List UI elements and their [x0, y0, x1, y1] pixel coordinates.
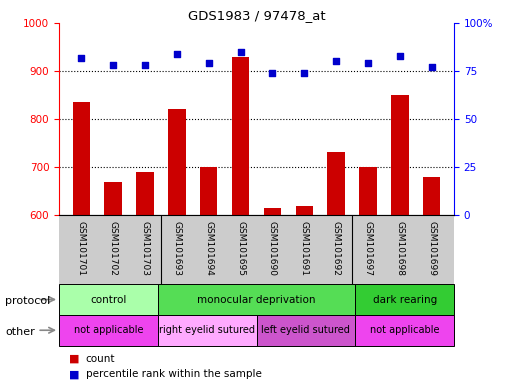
- Bar: [104, 182, 122, 215]
- Text: GSM101699: GSM101699: [427, 220, 436, 276]
- Bar: [264, 208, 281, 215]
- Point: [300, 70, 308, 76]
- Text: GSM101701: GSM101701: [77, 220, 86, 276]
- Bar: [295, 207, 313, 215]
- Text: GSM101702: GSM101702: [109, 220, 117, 275]
- Text: control: control: [90, 295, 127, 305]
- Point: [268, 70, 277, 76]
- Bar: [355, 284, 454, 315]
- Text: protocol: protocol: [5, 296, 50, 306]
- Bar: [423, 177, 441, 215]
- Point: [428, 64, 436, 70]
- Bar: [391, 95, 409, 215]
- Text: dark rearing: dark rearing: [372, 295, 437, 305]
- Text: GSM101703: GSM101703: [141, 220, 149, 276]
- Bar: [256, 315, 355, 346]
- Text: GSM101698: GSM101698: [396, 220, 404, 276]
- Point: [173, 51, 181, 57]
- Text: GSM101695: GSM101695: [236, 220, 245, 276]
- Bar: [136, 172, 154, 215]
- Text: percentile rank within the sample: percentile rank within the sample: [86, 369, 262, 379]
- Text: not applicable: not applicable: [74, 325, 143, 335]
- Title: GDS1983 / 97478_at: GDS1983 / 97478_at: [188, 9, 325, 22]
- Text: left eyelid sutured: left eyelid sutured: [262, 325, 350, 335]
- Text: count: count: [86, 354, 115, 364]
- Bar: [158, 315, 256, 346]
- Text: ■: ■: [69, 354, 80, 364]
- Text: GSM101691: GSM101691: [300, 220, 309, 276]
- Point: [205, 60, 213, 66]
- Bar: [327, 152, 345, 215]
- Text: GSM101692: GSM101692: [331, 220, 341, 275]
- Bar: [59, 315, 158, 346]
- Text: GSM101693: GSM101693: [172, 220, 182, 276]
- Bar: [232, 56, 249, 215]
- Point: [396, 53, 404, 59]
- Text: GSM101690: GSM101690: [268, 220, 277, 276]
- Text: monocular deprivation: monocular deprivation: [198, 295, 315, 305]
- Text: ■: ■: [69, 369, 80, 379]
- Bar: [168, 109, 186, 215]
- Text: right eyelid sutured: right eyelid sutured: [159, 325, 255, 335]
- Bar: [200, 167, 218, 215]
- Text: GSM101697: GSM101697: [364, 220, 372, 276]
- Bar: [72, 102, 90, 215]
- Text: other: other: [5, 327, 35, 337]
- Point: [364, 60, 372, 66]
- Bar: [59, 284, 158, 315]
- Point: [332, 58, 340, 65]
- Point: [77, 55, 85, 61]
- Bar: [355, 315, 454, 346]
- Point: [141, 62, 149, 68]
- Text: not applicable: not applicable: [370, 325, 439, 335]
- Bar: [359, 167, 377, 215]
- Point: [236, 49, 245, 55]
- Bar: [158, 284, 355, 315]
- Text: GSM101694: GSM101694: [204, 220, 213, 275]
- Point: [109, 62, 117, 68]
